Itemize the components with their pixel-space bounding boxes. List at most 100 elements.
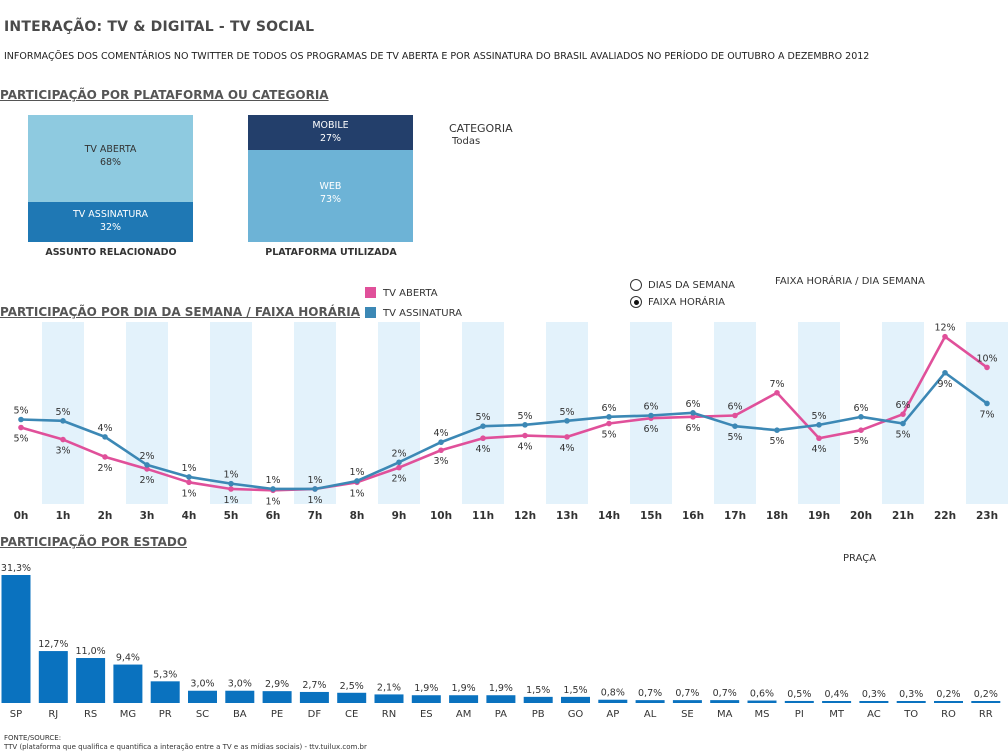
page-title: INTERAÇÃO: TV & DIGITAL - TV SOCIAL	[4, 19, 315, 35]
x-tick-label: MS	[755, 709, 770, 720]
bar-value-label: 0,7%	[713, 688, 737, 699]
treemap-assunto[interactable]: TV ABERTA 68% TV ASSINATURA 32%	[28, 115, 193, 242]
data-point	[774, 427, 780, 433]
x-tick-label: AP	[606, 709, 619, 720]
bar-value-label: 3,0%	[228, 679, 252, 690]
treemap-segment-mobile[interactable]: MOBILE 27%	[248, 115, 413, 150]
x-tick-label: AL	[644, 709, 657, 720]
data-point	[984, 364, 990, 371]
bar-value-label: 0,2%	[974, 689, 998, 700]
data-label: 1%	[349, 488, 364, 499]
x-tick-label: 5h	[224, 510, 239, 522]
data-label: 1%	[223, 495, 238, 506]
data-label: 1%	[307, 495, 322, 506]
praca-filter-label[interactable]: PRAÇA	[843, 553, 877, 564]
bar-value-label: 31,3%	[1, 563, 31, 574]
x-tick-label: 1h	[56, 510, 71, 522]
data-point	[396, 459, 402, 466]
x-tick-label: RO	[941, 709, 956, 720]
bar-value-label: 0,3%	[899, 689, 923, 700]
bar-ap	[598, 699, 628, 703]
x-tick-label: 16h	[682, 510, 704, 522]
data-point	[270, 486, 276, 492]
x-tick-label: PE	[271, 709, 283, 720]
data-point	[984, 400, 990, 407]
data-point	[900, 420, 906, 427]
x-tick-label: 4h	[182, 510, 197, 522]
series-line-tv-assinatura	[20, 371, 988, 491]
treemap-segment-tv-assinatura[interactable]: TV ASSINATURA 32%	[28, 202, 193, 242]
x-tick-label: PI	[795, 709, 804, 720]
x-tick-label: 22h	[934, 510, 956, 522]
platform-section-title: PARTICIPAÇÃO POR PLATAFORMA OU CATEGORIA	[0, 88, 329, 102]
x-tick-label: 17h	[724, 510, 746, 522]
data-point	[858, 414, 864, 420]
segment-label: MOBILE	[312, 120, 349, 131]
bar-value-label: 3,0%	[190, 679, 214, 690]
data-label: 6%	[643, 424, 658, 435]
segment-value: 27%	[319, 133, 342, 144]
data-label: 1%	[349, 467, 364, 478]
data-point	[312, 486, 318, 492]
bar-value-label: 5,3%	[153, 669, 177, 680]
data-label: 2%	[139, 451, 154, 462]
bar-mg	[113, 664, 143, 703]
state-bar-chart: 31,3% SP 12,7% RJ 11,0% RS 9,4% MG 5,3% PR 3,0% SC 3…	[1, 563, 1001, 720]
radio-dias-da-semana[interactable]	[630, 279, 642, 291]
x-tick-label: 3h	[140, 510, 155, 522]
x-tick-label: BA	[233, 709, 247, 720]
x-tick-label: RJ	[48, 709, 58, 720]
data-point	[354, 478, 360, 484]
data-label: 4%	[811, 444, 826, 455]
data-label: 1%	[181, 488, 196, 499]
x-tick-label: 13h	[556, 510, 578, 522]
data-point	[186, 474, 192, 480]
bar-value-label: 1,5%	[526, 685, 550, 696]
day-section-title: PARTICIPAÇÃO POR DIA DA SEMANA / FAIXA H…	[0, 305, 360, 319]
bar-value-label: 2,9%	[265, 679, 289, 690]
data-label: 4%	[97, 423, 112, 434]
data-point	[60, 418, 66, 424]
data-label: 12%	[934, 323, 955, 334]
bar-rn	[374, 694, 404, 703]
data-point	[816, 422, 822, 428]
data-point	[480, 435, 486, 442]
segment-label: TV ASSINATURA	[72, 209, 149, 220]
bar-es	[411, 695, 441, 703]
bar-to	[896, 701, 926, 703]
segment-label: TV ABERTA	[84, 144, 137, 155]
bar-rj	[38, 651, 68, 703]
bar-pi	[784, 700, 814, 703]
bar-ce	[337, 692, 367, 703]
footer-source-label: FONTE/SOURCE:	[4, 734, 62, 742]
treemap-segment-tv-aberta[interactable]: TV ABERTA 68%	[28, 115, 193, 202]
data-point	[858, 427, 864, 433]
data-label: 5%	[475, 412, 490, 423]
treemap-plataforma[interactable]: MOBILE 27% WEB 73%	[248, 115, 413, 242]
legend-label-tv-aberta[interactable]: TV ABERTA	[383, 288, 438, 299]
data-label: 5%	[13, 406, 28, 417]
bar-rr	[971, 701, 1001, 703]
x-tick-label: RS	[84, 709, 97, 720]
data-label: 4%	[517, 442, 532, 453]
x-tick-label: TO	[903, 709, 918, 720]
radio-faixa-horaria[interactable]	[630, 296, 642, 308]
hour-band	[294, 322, 336, 504]
bar-value-label: 0,8%	[601, 688, 625, 699]
bar-mt	[822, 701, 852, 703]
treemap-segment-web[interactable]: WEB 73%	[248, 150, 413, 242]
data-point	[732, 423, 738, 429]
bar-am	[449, 695, 479, 703]
bar-value-label: 2,7%	[302, 680, 326, 691]
x-tick-label: MA	[717, 709, 733, 720]
data-point	[438, 447, 444, 454]
bar-value-label: 2,5%	[340, 681, 364, 692]
category-filter-value[interactable]: Todas	[452, 136, 481, 147]
data-point	[186, 479, 192, 486]
legend-label-tv-assinatura[interactable]: TV ASSINATURA	[383, 308, 462, 319]
data-label: 6%	[853, 403, 868, 414]
x-tick-label: 2h	[98, 510, 113, 522]
x-tick-label: RR	[979, 709, 993, 720]
bar-sc	[188, 690, 217, 703]
legend-swatch-tv-assinatura	[365, 307, 376, 318]
